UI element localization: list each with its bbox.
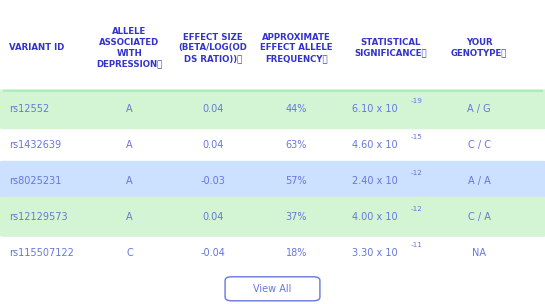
Text: -11: -11 [410, 242, 422, 248]
Text: 6.10 x 10: 6.10 x 10 [352, 104, 398, 114]
Text: -12: -12 [410, 170, 422, 176]
Text: C: C [126, 248, 133, 257]
Text: -15: -15 [410, 134, 422, 140]
Text: C / C: C / C [468, 140, 491, 150]
Text: EFFECT SIZE
(BETA/LOG(OD
DS RATIO))ⓘ: EFFECT SIZE (BETA/LOG(OD DS RATIO))ⓘ [178, 33, 247, 63]
Text: NA: NA [472, 248, 486, 257]
FancyBboxPatch shape [0, 89, 545, 129]
Text: View All: View All [253, 284, 292, 294]
Text: -12: -12 [410, 206, 422, 212]
Text: C / A: C / A [468, 212, 491, 222]
FancyBboxPatch shape [225, 277, 320, 301]
Text: 0.04: 0.04 [202, 104, 223, 114]
Text: rs1432639: rs1432639 [9, 140, 61, 150]
Text: A: A [126, 176, 133, 186]
Text: APPROXIMATE
EFFECT ALLELE
FREQUENCYⓘ: APPROXIMATE EFFECT ALLELE FREQUENCYⓘ [260, 33, 332, 63]
Text: VARIANT ID: VARIANT ID [9, 43, 64, 52]
Text: 3.30 x 10: 3.30 x 10 [352, 248, 398, 257]
Text: STATISTICAL
SIGNIFICANCEⓘ: STATISTICAL SIGNIFICANCEⓘ [354, 38, 427, 58]
Text: A / A: A / A [468, 176, 491, 186]
Text: 4.00 x 10: 4.00 x 10 [352, 212, 398, 222]
Text: -0.03: -0.03 [201, 176, 225, 186]
Text: 4.60 x 10: 4.60 x 10 [352, 140, 398, 150]
Text: 18%: 18% [286, 248, 307, 257]
Text: 0.04: 0.04 [202, 140, 223, 150]
Text: 2.40 x 10: 2.40 x 10 [352, 176, 398, 186]
Text: 0.04: 0.04 [202, 212, 223, 222]
Text: rs8025231: rs8025231 [9, 176, 61, 186]
Text: -0.04: -0.04 [201, 248, 225, 257]
Text: 63%: 63% [286, 140, 307, 150]
Text: A / G: A / G [467, 104, 491, 114]
Text: A: A [126, 140, 133, 150]
FancyBboxPatch shape [0, 161, 545, 201]
Text: A: A [126, 104, 133, 114]
Text: 44%: 44% [286, 104, 307, 114]
Text: ALLELE
ASSOCIATED
WITH
DEPRESSIONⓘ: ALLELE ASSOCIATED WITH DEPRESSIONⓘ [96, 27, 162, 68]
Text: A: A [126, 212, 133, 222]
FancyBboxPatch shape [0, 197, 545, 237]
Text: 37%: 37% [286, 212, 307, 222]
Text: 57%: 57% [286, 176, 307, 186]
Text: rs115507122: rs115507122 [9, 248, 74, 257]
Text: -19: -19 [410, 98, 422, 104]
Text: rs12129573: rs12129573 [9, 212, 68, 222]
Text: YOUR
GENOTYPEⓘ: YOUR GENOTYPEⓘ [451, 38, 507, 58]
Text: rs12552: rs12552 [9, 104, 49, 114]
